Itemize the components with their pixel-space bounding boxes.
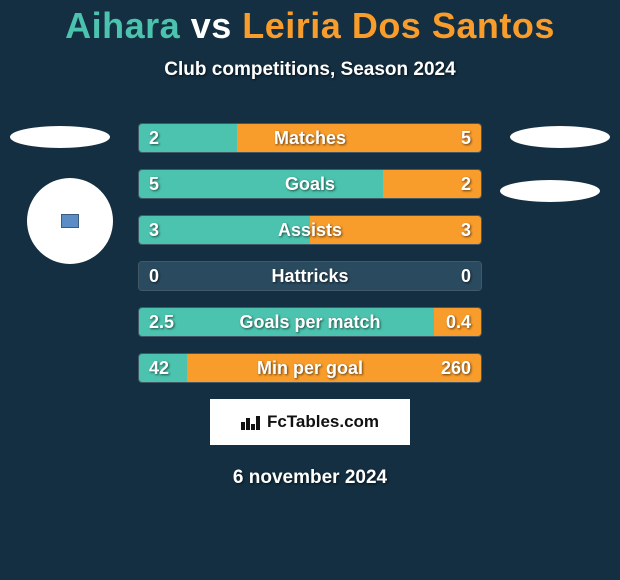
bar-row: 42260Min per goal xyxy=(138,353,482,383)
avatar-placeholder-right-bottom xyxy=(500,180,600,202)
title-player1: Aihara xyxy=(65,5,180,46)
bar-right-segment xyxy=(310,262,481,290)
chart-area: 25Matches52Goals33Assists00Hattricks2.50… xyxy=(0,123,620,489)
logo-box: FcTables.com xyxy=(210,399,410,445)
bar-right-segment xyxy=(310,216,481,244)
logo-text: FcTables.com xyxy=(267,412,379,432)
logo-bars-icon xyxy=(241,414,261,430)
bar-row: 2.50.4Goals per match xyxy=(138,307,482,337)
bar-row: 25Matches xyxy=(138,123,482,153)
title-vs: vs xyxy=(191,5,232,46)
bar-row: 33Assists xyxy=(138,215,482,245)
bar-value-right: 0 xyxy=(461,262,471,290)
bar-value-left: 42 xyxy=(149,354,169,382)
bars-container: 25Matches52Goals33Assists00Hattricks2.50… xyxy=(138,123,482,383)
bar-value-right: 3 xyxy=(461,216,471,244)
bar-right-segment xyxy=(237,124,481,152)
avatar-placeholder-left-top xyxy=(10,126,110,148)
bar-left-segment xyxy=(139,216,310,244)
date-text: 6 november 2024 xyxy=(0,467,620,489)
page-title: Aihara vs Leiria Dos Santos xyxy=(0,5,620,47)
avatar-flag-icon xyxy=(61,214,79,228)
bar-left-segment xyxy=(139,308,434,336)
bar-value-left: 3 xyxy=(149,216,159,244)
bar-value-right: 260 xyxy=(441,354,471,382)
bar-row: 00Hattricks xyxy=(138,261,482,291)
bar-value-left: 5 xyxy=(149,170,159,198)
bar-value-right: 0.4 xyxy=(446,308,471,336)
avatar-placeholder-left-circle xyxy=(27,178,113,264)
avatar-placeholder-right-top xyxy=(510,126,610,148)
bar-value-right: 2 xyxy=(461,170,471,198)
bar-value-left: 2.5 xyxy=(149,308,174,336)
bar-value-right: 5 xyxy=(461,124,471,152)
bar-left-segment xyxy=(139,170,383,198)
comparison-infographic: Aihara vs Leiria Dos Santos Club competi… xyxy=(0,0,620,489)
bar-left-segment xyxy=(139,262,310,290)
title-player2: Leiria Dos Santos xyxy=(242,5,555,46)
bar-row: 52Goals xyxy=(138,169,482,199)
bar-right-segment xyxy=(187,354,481,382)
bar-value-left: 0 xyxy=(149,262,159,290)
bar-value-left: 2 xyxy=(149,124,159,152)
subtitle: Club competitions, Season 2024 xyxy=(0,59,620,81)
